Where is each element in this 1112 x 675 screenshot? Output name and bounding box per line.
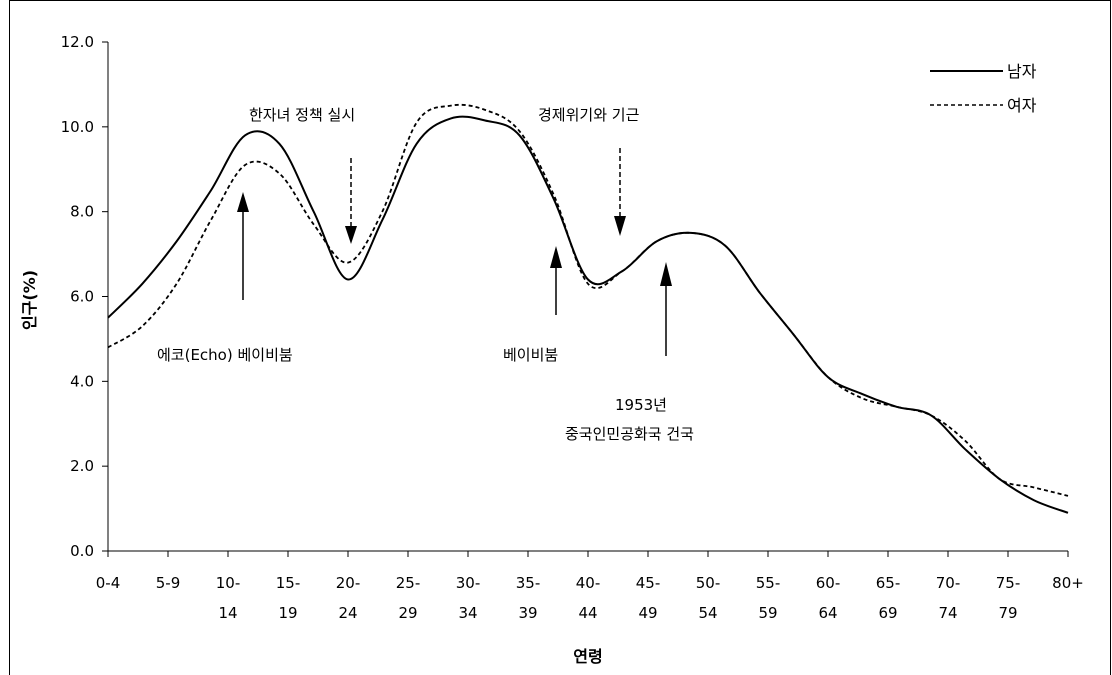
x-tick-label: 25- [396,574,421,592]
chart-border [9,0,1111,675]
x-tick-label: 40- [576,574,601,592]
annotations: 한자녀 정책 실시 에코(Echo) 베이비붐 베이비붐 경제위기와 기근 19… [157,106,694,443]
annotation-echo-boom: 에코(Echo) 베이비붐 [157,346,293,364]
x-tick-label: 35- [516,574,541,592]
x-tick-label: 29 [398,604,417,622]
x-tick-label: 65- [876,574,901,592]
y-tick-label: 12.0 [61,33,94,51]
series-line-female [107,103,1069,497]
y-tick-label: 0.0 [70,542,94,560]
x-tick-label: 50- [696,574,721,592]
arrowhead-crisis [614,216,626,236]
x-tick-label: 74 [938,604,957,622]
x-tick-label: 70- [936,574,961,592]
x-tick-label: 14 [218,604,237,622]
y-axis-label: 인구(%) [20,270,39,330]
annotation-baby-boom: 베이비붐 [503,346,558,364]
x-tick-label: 19 [278,604,297,622]
x-tick-label: 60- [816,574,841,592]
y-tick-label: 8.0 [70,203,94,221]
x-tick-label: 24 [338,604,357,622]
x-tick-label: 45- [636,574,661,592]
y-tick-label: 2.0 [70,457,94,475]
x-tick-label: 79 [998,604,1017,622]
annotation-prc-founding: 중국인민공화국 건국 [565,425,694,443]
series-layer [107,103,1069,514]
y-tick-label: 10.0 [61,118,94,136]
annotation-crisis: 경제위기와 기근 [538,106,640,124]
x-tick-label: 49 [638,604,657,622]
arrowhead-prc-founding [660,262,672,286]
y-tick-label: 6.0 [70,288,94,306]
x-tick-label: 54 [698,604,717,622]
x-tick-label: 69 [878,604,897,622]
x-tick-label: 64 [818,604,837,622]
annotation-one-child-policy: 한자녀 정책 실시 [249,106,355,124]
arrowhead-baby-boom [550,246,562,268]
x-tick-label: 80+ [1052,574,1084,592]
x-tick-label: 30- [456,574,481,592]
y-axis-ticks: 0.0 2.0 4.0 6.0 8.0 10.0 12.0 [61,33,108,560]
legend-label-female: 여자 [1007,96,1037,115]
x-tick-label: 20- [336,574,361,592]
x-tick-label: 59 [758,604,777,622]
legend: 남자 여자 [930,62,1037,115]
x-tick-label: 34 [458,604,477,622]
x-tick-label: 55- [756,574,781,592]
legend-label-male: 남자 [1007,62,1037,81]
x-tick-label: 44 [578,604,597,622]
x-axis-label: 연령 [573,647,602,666]
x-tick-label: 15- [276,574,301,592]
annotation-prc-year: 1953년 [615,396,667,414]
arrowhead-one-child-policy [345,226,357,244]
x-tick-label: 0-4 [96,574,121,592]
x-tick-label: 10- [216,574,241,592]
x-tick-label: 39 [518,604,537,622]
x-axis-ticks: 0-4 5-9 10- 14 15- 19 20- 24 25- 29 30- 34 35- 39 40- 4… [96,551,1084,622]
y-tick-label: 4.0 [70,372,94,390]
x-tick-label: 5-9 [156,574,181,592]
x-tick-label: 75- [996,574,1021,592]
arrowhead-echo-boom [237,192,249,212]
